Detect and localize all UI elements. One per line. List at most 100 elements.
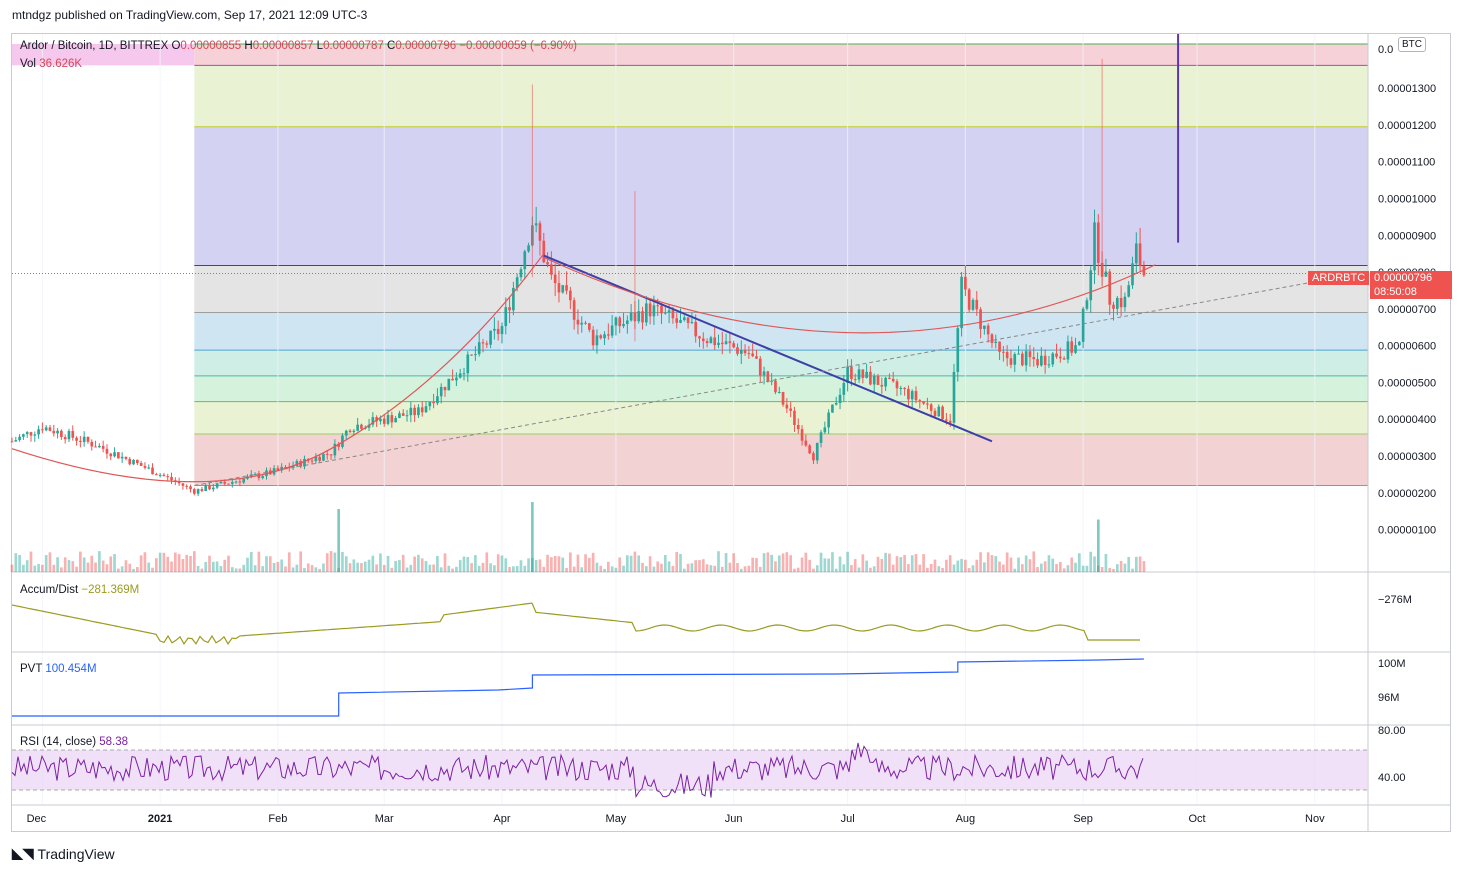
volume-bar <box>652 566 656 572</box>
price-tick-label: 0.00000300 <box>1378 451 1436 463</box>
volume-bar <box>629 555 633 572</box>
candle-body <box>379 418 382 422</box>
volume-bar <box>227 555 230 572</box>
candle-body <box>474 354 477 356</box>
volume-bar <box>1070 557 1074 572</box>
candle-body <box>382 418 386 424</box>
countdown-tag: 08:50:08 <box>1370 285 1452 299</box>
candle-body <box>918 400 922 402</box>
tradingview-brand[interactable]: ◣◥ TradingView <box>12 845 115 862</box>
price-tick-label: 0.00001000 <box>1378 194 1436 206</box>
price-tick-label: 0.00000400 <box>1378 414 1436 426</box>
candle-body <box>850 366 853 380</box>
candle-body <box>929 404 933 411</box>
volume-bar <box>462 556 466 572</box>
volume-bar <box>550 557 553 572</box>
candle-body <box>808 445 811 454</box>
candle-body <box>155 474 158 476</box>
candle-body <box>94 446 97 448</box>
candle-body <box>196 489 200 494</box>
volume-bar <box>971 565 975 572</box>
volume-bar <box>173 552 177 572</box>
volume-bar <box>48 552 52 572</box>
volume-bar <box>60 567 63 572</box>
volume-bar <box>189 556 192 572</box>
volume-bar <box>242 564 246 572</box>
volume-bar <box>607 561 610 572</box>
volume-bar <box>994 556 998 572</box>
volume-bar <box>941 567 944 572</box>
volume-bar <box>477 565 481 572</box>
candle-body <box>90 441 94 447</box>
candle-body <box>872 375 876 385</box>
volume-bar <box>736 563 739 572</box>
volume-bar <box>382 564 386 572</box>
volume-bar <box>960 558 963 572</box>
volume-bar <box>622 565 625 572</box>
candle-body <box>443 386 447 391</box>
volume-bar <box>728 562 732 572</box>
candle-body <box>177 481 181 484</box>
volume-bar <box>211 561 215 572</box>
candle-body <box>409 407 413 416</box>
candle-body <box>599 335 603 339</box>
legend-low: 0.00000787 <box>323 40 384 52</box>
candle-body <box>815 442 819 461</box>
volume-bar <box>1051 558 1055 572</box>
volume-bar <box>1002 564 1005 572</box>
candle-body <box>470 354 473 356</box>
accum-dist-value: −281.369M <box>81 584 140 596</box>
volume-bar <box>314 567 318 572</box>
volume-bar <box>409 564 413 572</box>
legend-close-label: C <box>387 40 396 52</box>
volume-bar <box>850 565 853 572</box>
candle-body <box>671 310 675 319</box>
candle-body <box>458 373 462 378</box>
candle-body <box>189 486 192 490</box>
volume-bar <box>717 551 720 572</box>
volume-bar <box>774 561 777 572</box>
volume-bar <box>386 555 390 572</box>
publisher-text: mtndgz published on TradingView.com, Sep… <box>12 8 368 22</box>
time-axis-label: Apr <box>493 813 510 825</box>
candle-body <box>512 287 515 311</box>
currency-badge[interactable]: BTC <box>1398 37 1426 52</box>
candle-body <box>1002 351 1005 353</box>
candle-body <box>538 223 542 241</box>
candle-body <box>299 460 303 467</box>
candle-body <box>1040 355 1043 366</box>
volume-bar <box>291 567 295 572</box>
candle-body <box>663 312 667 314</box>
candle-body <box>796 424 800 430</box>
volume-bar <box>580 567 584 572</box>
volume-legend: Vol 36.626K <box>20 58 82 70</box>
volume-bar <box>196 565 200 572</box>
candle-body <box>1131 263 1134 286</box>
candle-body <box>10 441 14 443</box>
volume-bar <box>675 552 679 572</box>
volume-bar <box>869 567 872 572</box>
volume-bar <box>200 568 204 572</box>
candle-body <box>481 342 485 344</box>
candle-body <box>18 436 21 441</box>
candle-body <box>86 436 90 442</box>
volume-bar <box>363 561 367 572</box>
volume-bar <box>280 559 284 572</box>
volume-bar <box>523 565 527 572</box>
volume-bar <box>504 558 508 572</box>
candle-body <box>519 269 523 278</box>
rsi-label: RSI (14, close) <box>20 736 97 748</box>
volume-bar <box>1017 557 1020 572</box>
volume-bar <box>743 566 747 572</box>
candle-body <box>994 341 998 344</box>
volume-bar <box>929 563 933 572</box>
candle-body <box>151 467 154 475</box>
volume-bar <box>667 561 671 572</box>
volume-bar <box>367 559 371 572</box>
volume-bar <box>584 554 587 572</box>
candle-body <box>1074 345 1077 353</box>
volume-bar <box>29 551 33 572</box>
volume-bar <box>348 563 352 572</box>
volume-bar <box>249 551 253 572</box>
